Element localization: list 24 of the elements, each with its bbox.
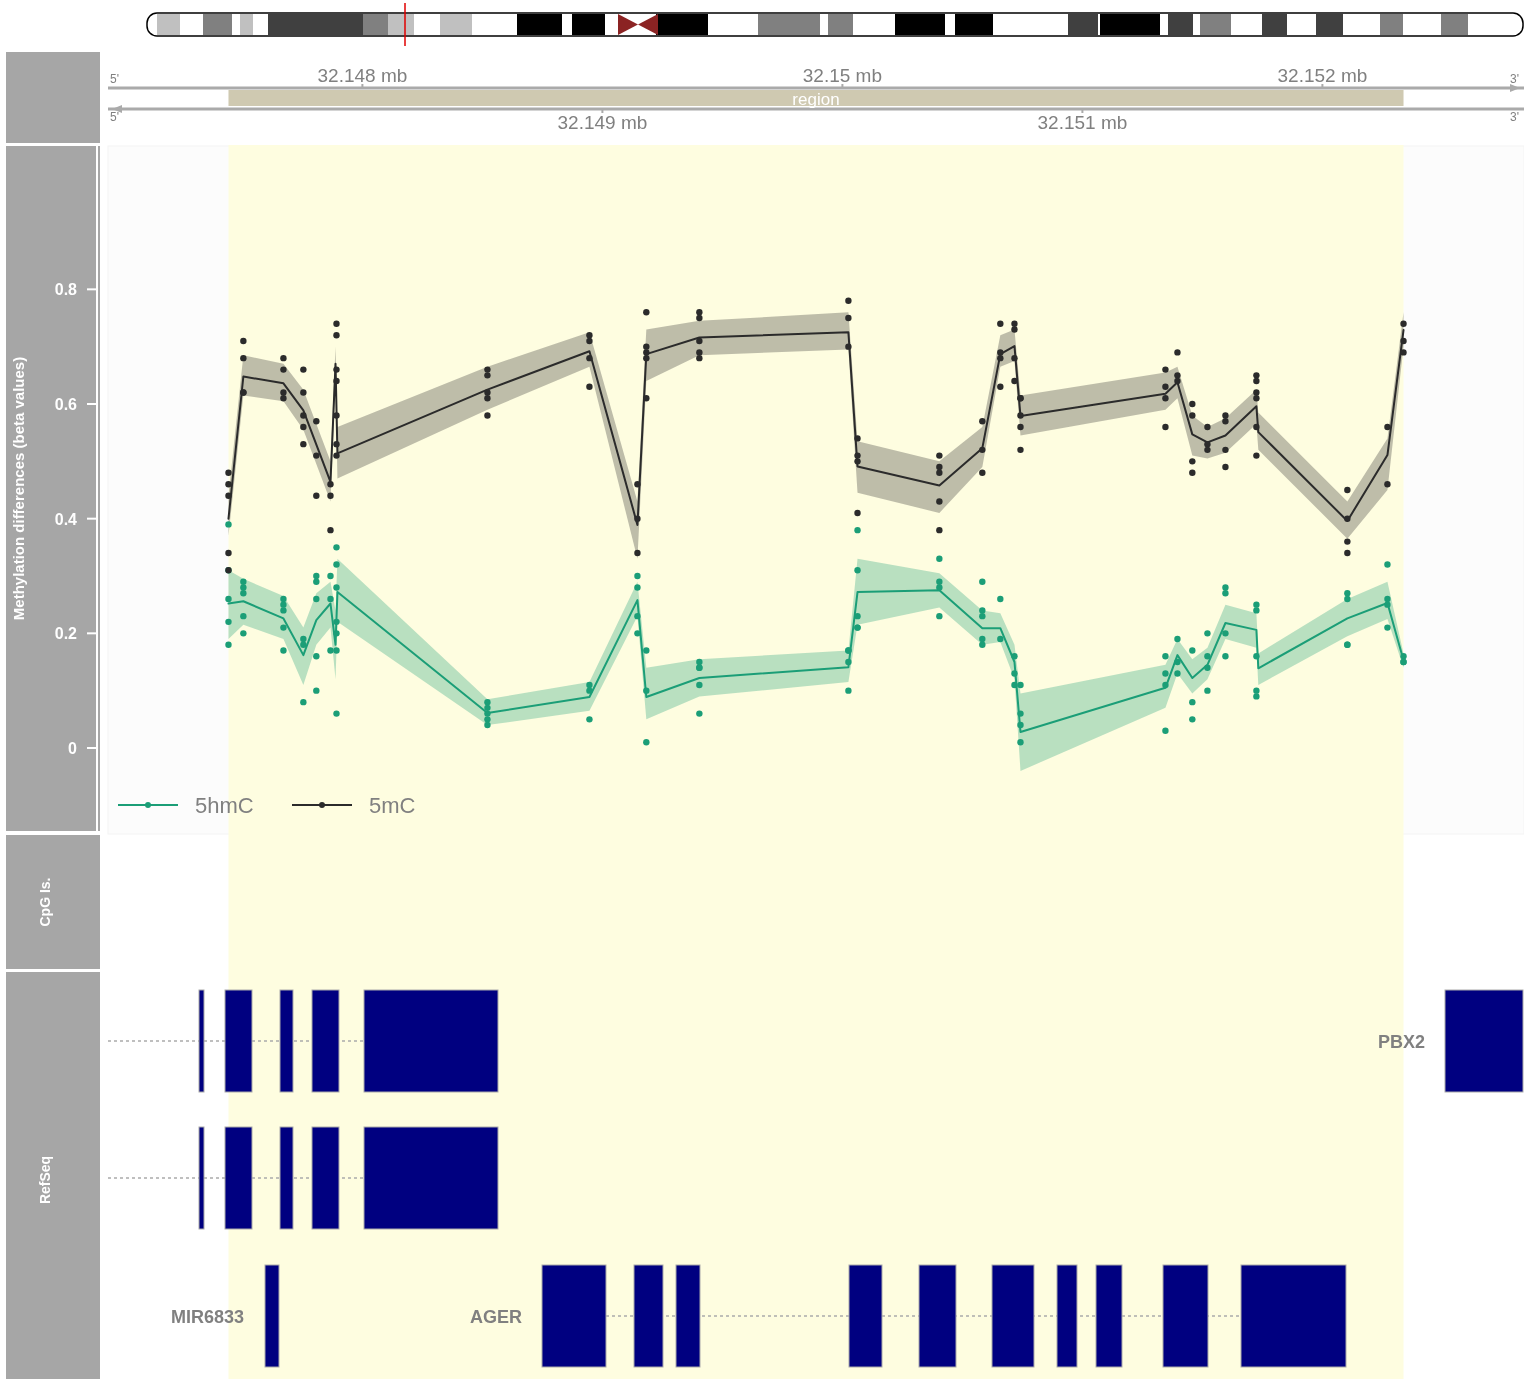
y-tick-label: 0	[68, 740, 78, 757]
y-tick-label: 0.8	[54, 281, 78, 299]
y-tick-label: 0.2	[54, 625, 78, 643]
text: 3'	[1510, 110, 1519, 124]
band-label: region	[792, 90, 840, 109]
legend-label: 5mC	[369, 793, 416, 818]
text: MIR6833	[170, 1307, 244, 1327]
text: RefSeq	[37, 1155, 53, 1205]
y-tick-label: 0.4	[54, 510, 78, 528]
y-tick-label: 0.6	[54, 396, 78, 413]
x2-tick-label: 32.15 mb	[802, 65, 883, 86]
text: CpG Is.	[37, 877, 53, 927]
text: AGER	[469, 1307, 522, 1327]
y-axis-title: Methylation differences (beta values)	[10, 356, 27, 621]
x-tick-label: 32.151 mb	[1037, 112, 1128, 133]
x2-tick-label: 32.152 mb	[1277, 65, 1368, 86]
line-series	[227, 329, 1405, 526]
text: 5'	[110, 110, 119, 124]
text: 3'	[1510, 72, 1519, 86]
legend-label: 5hmC	[195, 793, 254, 818]
text: PBX2	[1377, 1032, 1425, 1052]
text: 5'	[110, 72, 119, 86]
x2-tick-label: 32.148 mb	[317, 65, 408, 86]
x-tick-label: 32.149 mb	[557, 112, 648, 133]
